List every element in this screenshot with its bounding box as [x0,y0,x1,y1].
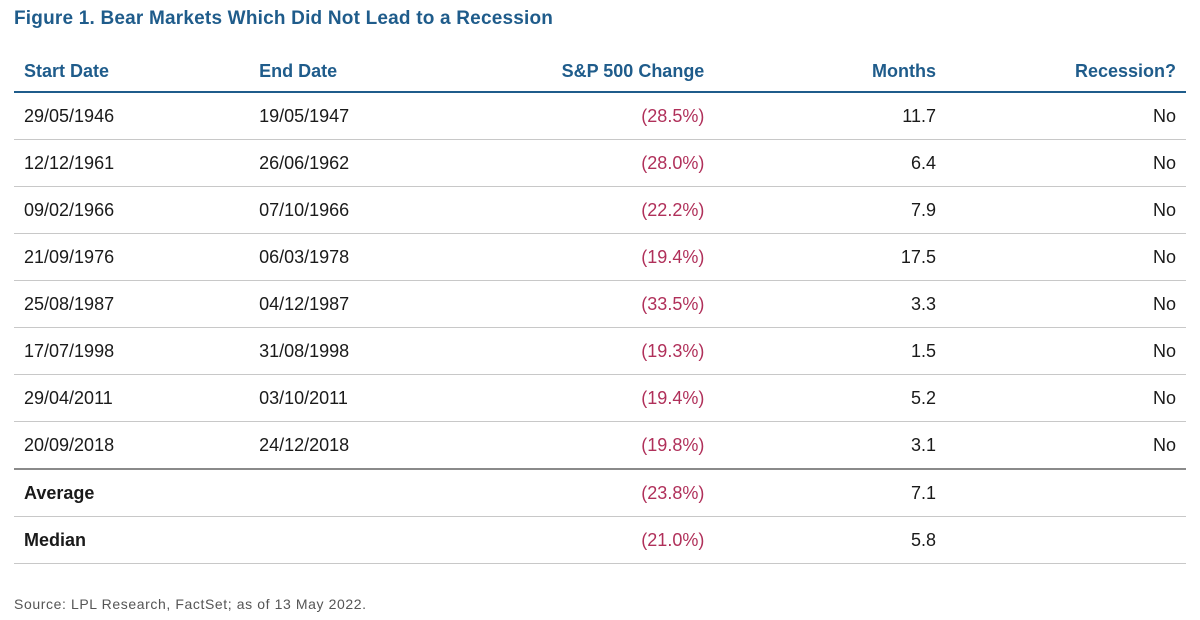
bear-markets-table: Start Date End Date S&P 500 Change Month… [14,51,1186,564]
start-date-cell: 12/12/1961 [14,139,250,187]
summary-label-cell: Median [14,516,250,564]
summary-change-cell: (23.8%) [484,468,715,517]
recession-cell: No [945,327,1186,375]
summary-row: Median (21.0%) 5.8 [14,516,1186,564]
sp500-change-cell: (22.2%) [484,186,715,234]
table-row: 12/12/1961 26/06/1962 (28.0%) 6.4 No [14,139,1186,187]
sp500-change-cell: (19.4%) [484,374,715,422]
header-months: Months [714,51,946,93]
start-date-cell: 17/07/1998 [14,327,250,375]
end-date-cell: 19/05/1947 [249,92,485,140]
summary-change-cell: (21.0%) [484,516,715,564]
header-recession: Recession? [945,51,1186,93]
months-cell: 7.9 [714,186,946,234]
end-date-cell: 04/12/1987 [249,280,485,328]
table-body: 29/05/1946 19/05/1947 (28.5%) 11.7 No 12/12/1… [14,92,1186,564]
summary-row: Average (23.8%) 7.1 [14,468,1186,517]
sp500-change-cell: (19.8%) [484,421,715,470]
start-date-cell: 20/09/2018 [14,421,250,470]
start-date-cell: 29/05/1946 [14,92,250,140]
table-row: 25/08/1987 04/12/1987 (33.5%) 3.3 No [14,280,1186,328]
months-cell: 11.7 [714,92,946,140]
header-start-date: Start Date [14,51,250,93]
summary-empty-cell [945,516,1186,564]
sp500-change-cell: (33.5%) [484,280,715,328]
recession-cell: No [945,421,1186,470]
table-row: 29/04/2011 03/10/2011 (19.4%) 5.2 No [14,374,1186,422]
recession-cell: No [945,280,1186,328]
months-cell: 3.1 [714,421,946,470]
recession-cell: No [945,186,1186,234]
summary-empty-cell [249,468,485,517]
summary-empty-cell [945,468,1186,517]
sp500-change-cell: (19.3%) [484,327,715,375]
months-cell: 1.5 [714,327,946,375]
end-date-cell: 06/03/1978 [249,233,485,281]
sp500-change-cell: (28.0%) [484,139,715,187]
recession-cell: No [945,374,1186,422]
recession-cell: No [945,233,1186,281]
start-date-cell: 21/09/1976 [14,233,250,281]
end-date-cell: 03/10/2011 [249,374,485,422]
summary-months-cell: 5.8 [714,516,946,564]
recession-cell: No [945,92,1186,140]
table-row: 17/07/1998 31/08/1998 (19.3%) 1.5 No [14,327,1186,375]
months-cell: 6.4 [714,139,946,187]
table-header-row: Start Date End Date S&P 500 Change Month… [14,51,1186,93]
end-date-cell: 07/10/1966 [249,186,485,234]
summary-label-cell: Average [14,468,250,517]
table-row: 09/02/1966 07/10/1966 (22.2%) 7.9 No [14,186,1186,234]
table-row: 29/05/1946 19/05/1947 (28.5%) 11.7 No [14,92,1186,140]
figure-title: Figure 1. Bear Markets Which Did Not Lea… [14,8,554,29]
end-date-cell: 24/12/2018 [249,421,485,470]
sp500-change-cell: (19.4%) [484,233,715,281]
months-cell: 17.5 [714,233,946,281]
table-row: 21/09/1976 06/03/1978 (19.4%) 17.5 No [14,233,1186,281]
end-date-cell: 26/06/1962 [249,139,485,187]
recession-cell: No [945,139,1186,187]
table-row: 20/09/2018 24/12/2018 (19.8%) 3.1 No [14,421,1186,470]
months-cell: 5.2 [714,374,946,422]
start-date-cell: 29/04/2011 [14,374,250,422]
summary-months-cell: 7.1 [714,468,946,517]
end-date-cell: 31/08/1998 [249,327,485,375]
source-note: Source: LPL Research, FactSet; as of 13 … [14,596,367,612]
header-sp500-change: S&P 500 Change [484,51,715,93]
sp500-change-cell: (28.5%) [484,92,715,140]
start-date-cell: 09/02/1966 [14,186,250,234]
header-end-date: End Date [249,51,485,93]
months-cell: 3.3 [714,280,946,328]
summary-empty-cell [249,516,485,564]
start-date-cell: 25/08/1987 [14,280,250,328]
